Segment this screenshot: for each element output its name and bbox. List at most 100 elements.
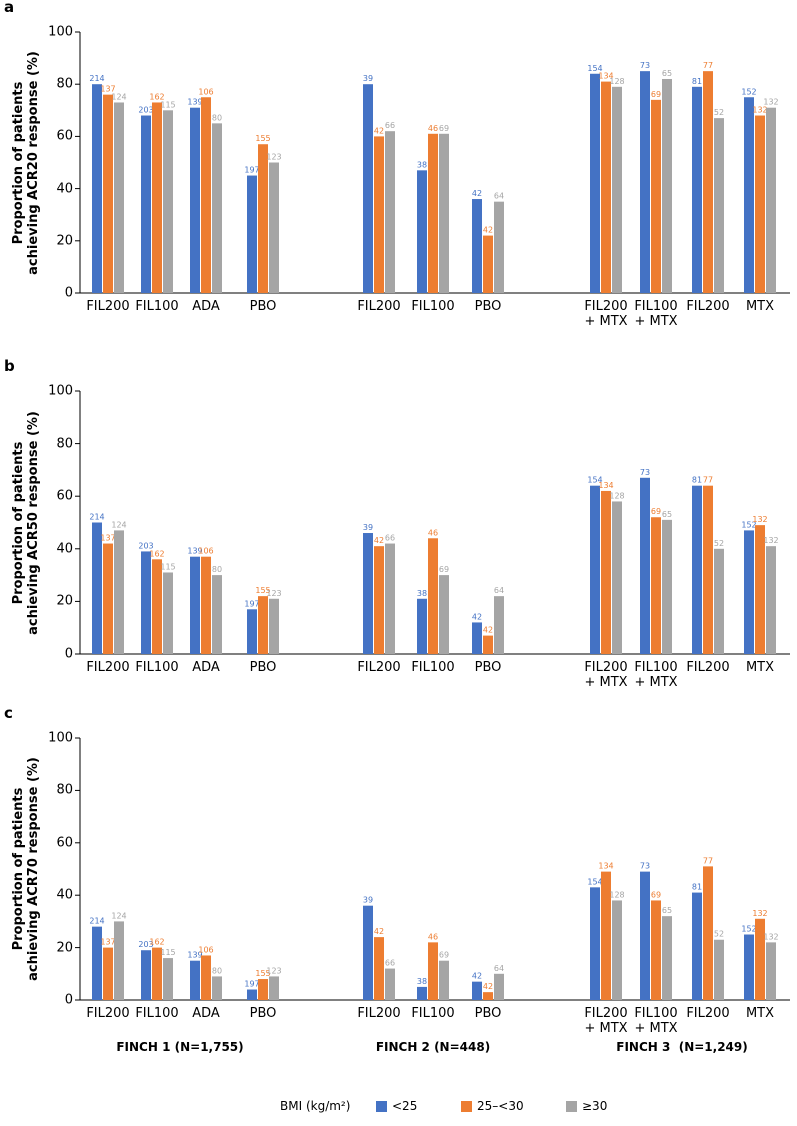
bar [374, 937, 384, 1000]
x-tick-label: FIL100 [135, 1006, 179, 1021]
x-tick-label: FIL200 [86, 299, 130, 314]
bar [766, 942, 776, 1000]
x-tick-label: FIL200 [686, 1006, 730, 1021]
x-tick-label: PBO [474, 660, 502, 675]
n-label: 139 [187, 951, 202, 960]
n-label: 80 [212, 966, 222, 975]
bar [590, 887, 600, 1000]
panel-letter: b [4, 357, 15, 375]
n-label: 134 [598, 862, 613, 871]
bar [190, 556, 200, 654]
bar [494, 973, 504, 1000]
bar [363, 533, 373, 654]
n-label: 77 [703, 476, 713, 485]
bar [363, 905, 373, 1000]
n-label: 106 [198, 87, 213, 96]
n-label: 66 [385, 534, 395, 543]
trial-label: FINCH 2 (N=448) [375, 1040, 491, 1054]
bar [92, 926, 102, 1000]
bar [612, 501, 622, 654]
bar [103, 947, 113, 1000]
bar [601, 871, 611, 1000]
y-axis-label: Proportion of patients achieving ACR50 r… [11, 410, 41, 635]
bar [363, 84, 373, 293]
n-label: 115 [160, 100, 175, 109]
n-label: 155 [255, 134, 270, 143]
bar [428, 942, 438, 1000]
n-label: 39 [363, 74, 373, 83]
y-tick-label: 60 [56, 488, 73, 504]
y-tick-label: 20 [56, 940, 73, 956]
y-tick-label: 100 [48, 383, 73, 399]
n-label: 197 [244, 166, 259, 175]
y-tick-label: 20 [56, 593, 73, 609]
bar [190, 960, 200, 1000]
bar [662, 78, 672, 293]
bar [417, 170, 427, 293]
bar [439, 960, 449, 1000]
bar [201, 97, 211, 293]
y-tick-label: 0 [64, 992, 73, 1008]
n-label: 162 [149, 549, 164, 558]
bar [212, 976, 222, 1000]
bar [612, 86, 622, 293]
bar [417, 598, 427, 654]
bar [703, 866, 713, 1000]
x-tick-label: FIL200 [357, 660, 401, 675]
bar [385, 543, 395, 654]
bar [744, 97, 754, 293]
n-label: 134 [598, 481, 613, 490]
n-label: 69 [651, 890, 661, 899]
n-label: 139 [187, 547, 202, 556]
n-label: 42 [374, 126, 384, 135]
n-label: 42 [472, 972, 482, 981]
y-tick-label: 100 [48, 730, 73, 746]
n-label: 66 [385, 959, 395, 968]
n-label: 42 [483, 226, 493, 235]
x-tick-label: ADA [192, 299, 220, 314]
bar [163, 572, 173, 654]
n-label: 81 [692, 476, 702, 485]
n-label: 128 [609, 890, 624, 899]
bar [258, 144, 268, 293]
n-label: 152 [741, 520, 756, 529]
n-label: 46 [428, 528, 438, 537]
bar [714, 548, 724, 654]
n-label: 137 [100, 85, 115, 94]
n-label: 52 [714, 108, 724, 117]
bar [114, 921, 124, 1000]
bar [212, 123, 222, 293]
bar [601, 81, 611, 293]
y-tick-label: 100 [48, 24, 73, 40]
n-label: 106 [198, 547, 213, 556]
n-label: 123 [266, 153, 281, 162]
bar [483, 635, 493, 654]
bar [152, 102, 162, 293]
n-label: 132 [763, 536, 778, 545]
bar [662, 916, 672, 1000]
n-label: 38 [417, 589, 427, 598]
bar [744, 934, 754, 1000]
bar [714, 939, 724, 1000]
bar [651, 99, 661, 293]
bar [417, 986, 427, 1000]
n-label: 65 [662, 69, 672, 78]
n-label: 73 [640, 61, 650, 70]
n-label: 132 [752, 106, 767, 115]
n-label: 128 [609, 491, 624, 500]
bar [692, 86, 702, 293]
legend-swatch [461, 1101, 472, 1112]
x-tick-label: MTX [745, 1006, 775, 1021]
bar [703, 485, 713, 654]
legend-swatch [566, 1101, 577, 1112]
n-label: 154 [587, 877, 602, 886]
bar [472, 199, 482, 293]
y-tick-label: 60 [56, 128, 73, 144]
bar [483, 235, 493, 293]
bar [141, 950, 151, 1000]
n-label: 69 [439, 951, 449, 960]
bar [247, 989, 257, 1000]
bar [692, 485, 702, 654]
n-label: 38 [417, 977, 427, 986]
y-axis-label: Proportion of patients achieving ACR20 r… [11, 50, 41, 275]
